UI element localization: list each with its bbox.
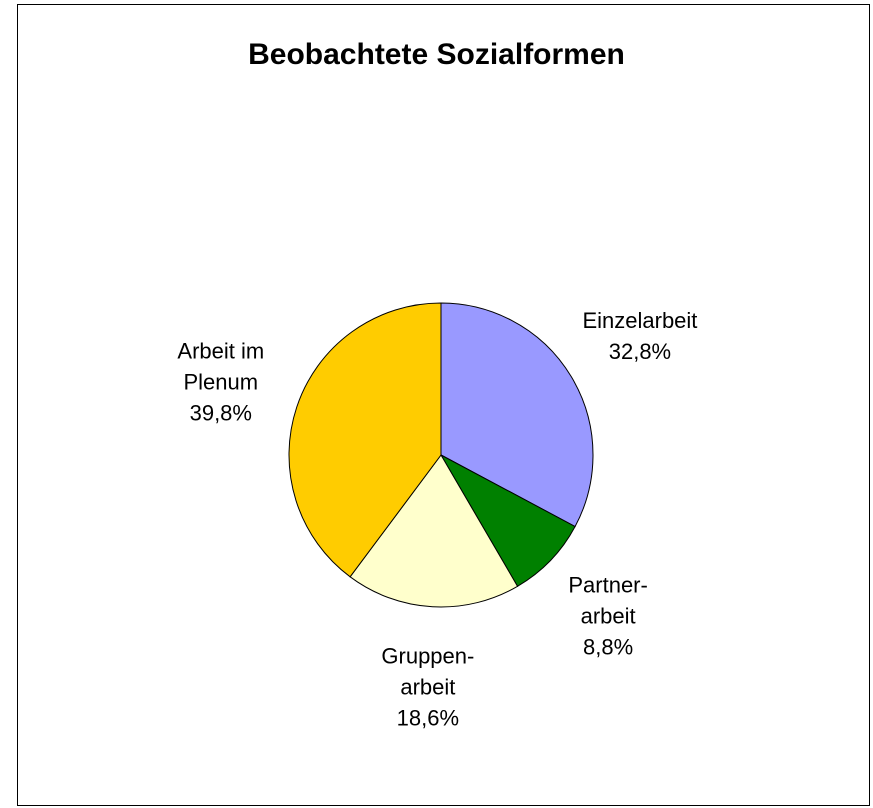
category-label: Partner- arbeit bbox=[568, 572, 648, 629]
pie-slice bbox=[439, 453, 576, 587]
value-label: 18,6% bbox=[396, 705, 460, 731]
slice-label: Einzelarbeit 32,8% bbox=[582, 305, 697, 367]
chart-title: Beobachtete Sozialformen bbox=[248, 38, 625, 71]
value-label: 8,8% bbox=[583, 634, 634, 660]
value-label: 39,8% bbox=[189, 400, 252, 426]
pie-slice bbox=[288, 302, 442, 578]
value-label: 32,8% bbox=[608, 338, 672, 364]
category-label: Einzelarbeit bbox=[582, 307, 698, 333]
slice-label: Arbeit im Plenum 39,8% bbox=[177, 335, 264, 428]
pie-slice bbox=[440, 302, 594, 528]
chart-frame bbox=[17, 4, 870, 806]
category-label: Gruppen- arbeit bbox=[381, 643, 475, 700]
pie-slice bbox=[349, 454, 519, 608]
slice-label: Gruppen- arbeit 18,6% bbox=[381, 640, 474, 733]
slice-label: Partner- arbeit 8,8% bbox=[568, 569, 647, 662]
category-label: Arbeit im Plenum bbox=[177, 338, 265, 395]
